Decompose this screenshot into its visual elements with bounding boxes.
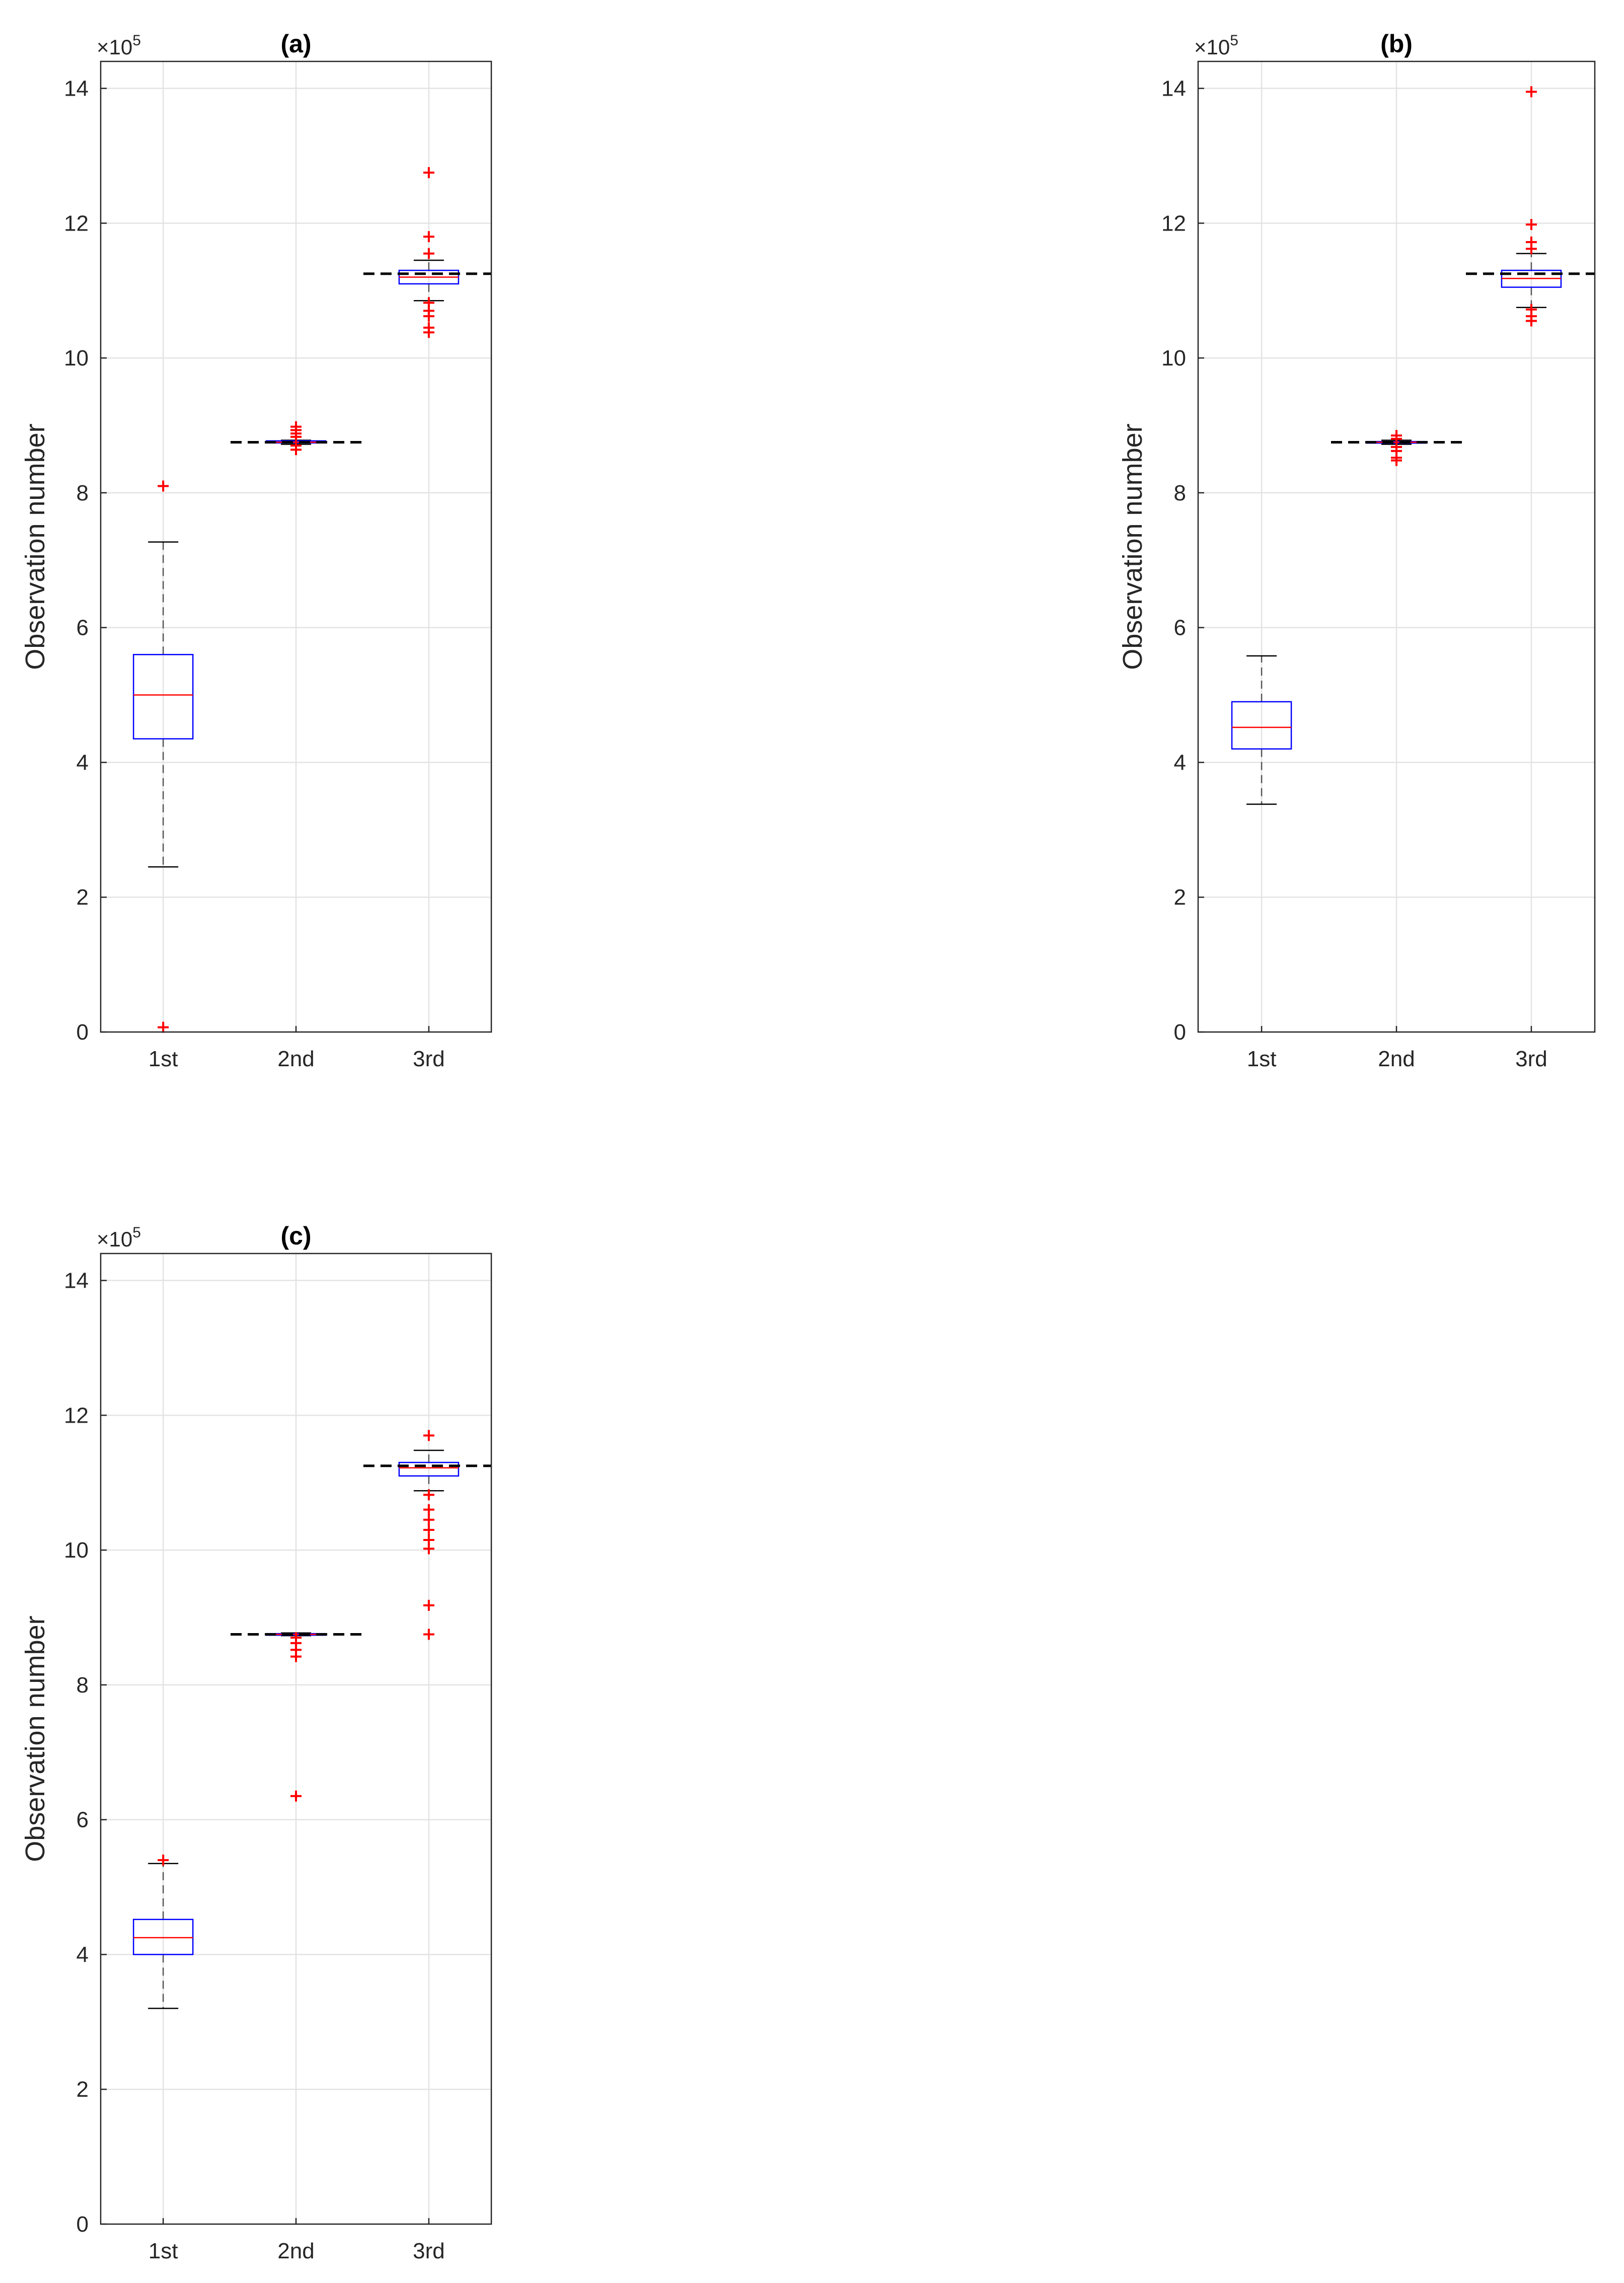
outlier-marker — [423, 327, 434, 338]
outlier-marker — [423, 1514, 434, 1525]
x-tick-label: 1st — [1247, 1047, 1277, 1071]
y-axis-label: Observation number — [20, 423, 50, 670]
axes-frame — [1197, 60, 1596, 1033]
outlier-marker — [158, 1021, 169, 1033]
panel-title: (b) — [1380, 30, 1413, 58]
y-tick-label: 6 — [77, 1808, 89, 1832]
y-tick-label: 0 — [1174, 1020, 1186, 1045]
y-tick-label: 14 — [1161, 77, 1186, 101]
y-tick-label: 10 — [64, 346, 89, 371]
outlier-marker — [423, 1599, 434, 1611]
y-tick-label: 2 — [1174, 885, 1186, 910]
box-iqr — [398, 1461, 460, 1477]
box-3rd — [1501, 86, 1562, 327]
box-3rd — [398, 167, 460, 338]
outlier-marker — [423, 167, 434, 178]
chart-panel-3: 0 2 4 6 8 10 12 14 1st 2nd 3rd (c) ×105 Observation n… — [20, 1222, 492, 2263]
outlier-marker — [290, 1651, 302, 1662]
outlier-marker — [1525, 86, 1537, 98]
exponent-label: ×105 — [97, 32, 141, 59]
y-tick-label: 2 — [77, 885, 89, 910]
box-iqr — [132, 1919, 194, 1955]
y-tick-label: 8 — [77, 1673, 89, 1698]
axes-frame — [100, 60, 492, 1033]
outlier-marker — [423, 1430, 434, 1441]
y-tick-label: 0 — [77, 1020, 89, 1045]
y-tick-label: 4 — [1174, 750, 1186, 775]
outlier-marker — [423, 311, 434, 322]
y-tick-label: 8 — [1174, 481, 1186, 505]
y-tick-label: 2 — [77, 2077, 89, 2102]
box-1st — [132, 480, 194, 1033]
y-axis-label: Observation number — [20, 1615, 50, 1862]
outlier-marker — [158, 480, 169, 492]
y-tick-label: 6 — [1174, 616, 1186, 640]
panel-title: (a) — [280, 30, 311, 58]
x-tick-label: 3rd — [1515, 1047, 1547, 1071]
x-tick-label: 3rd — [413, 1047, 445, 1071]
box-iqr — [132, 653, 194, 740]
outlier-marker — [290, 444, 302, 456]
y-tick-label: 14 — [64, 77, 89, 101]
outlier-marker — [423, 1524, 434, 1535]
box-1st — [132, 1855, 194, 2009]
y-tick-label: 4 — [77, 750, 89, 775]
outlier-marker — [423, 1489, 434, 1501]
x-tick-label: 2nd — [1378, 1047, 1415, 1071]
outlier-marker — [423, 231, 434, 243]
x-tick-label: 1st — [149, 2239, 178, 2263]
y-tick-label: 14 — [64, 1269, 89, 1293]
outlier-marker — [1525, 243, 1537, 255]
chart-panel-2: 0 2 4 6 8 10 12 14 1st 2nd 3rd (b) ×105 Observation n… — [1118, 30, 1596, 1071]
y-tick-label: 8 — [77, 481, 89, 505]
y-tick-label: 0 — [77, 2212, 89, 2237]
exponent-label: ×105 — [1194, 32, 1238, 59]
outlier-marker — [290, 1790, 302, 1802]
y-tick-label: 12 — [1161, 211, 1186, 236]
chart-panel-1: 0 2 4 6 8 10 12 14 1st 2nd 3rd (a) ×105 Observation n… — [20, 30, 492, 1071]
exponent-label: ×105 — [97, 1224, 141, 1251]
outlier-marker — [423, 1629, 434, 1640]
x-tick-label: 1st — [149, 1047, 178, 1071]
x-tick-label: 2nd — [277, 1047, 314, 1071]
y-tick-label: 12 — [64, 1403, 89, 1428]
outlier-marker — [158, 1855, 169, 1866]
panel-title: (c) — [280, 1222, 311, 1250]
outlier-marker — [1525, 219, 1537, 231]
y-tick-label: 4 — [77, 1942, 89, 1967]
y-tick-label: 12 — [64, 211, 89, 236]
outlier-marker — [423, 1543, 434, 1555]
axes-frame — [100, 1253, 492, 2225]
x-tick-label: 3rd — [413, 2239, 445, 2263]
outlier-marker — [1525, 315, 1537, 327]
y-tick-label: 6 — [77, 616, 89, 640]
box-1st — [1231, 655, 1292, 805]
box-iqr — [1231, 701, 1292, 750]
outlier-marker — [423, 248, 434, 259]
outlier-marker — [423, 1504, 434, 1515]
x-tick-label: 2nd — [277, 2239, 314, 2263]
y-axis-label: Observation number — [1118, 423, 1148, 670]
outlier-marker — [1391, 455, 1402, 466]
box-3rd — [398, 1430, 460, 1640]
y-tick-label: 10 — [1161, 346, 1186, 371]
y-tick-label: 10 — [64, 1538, 89, 1563]
